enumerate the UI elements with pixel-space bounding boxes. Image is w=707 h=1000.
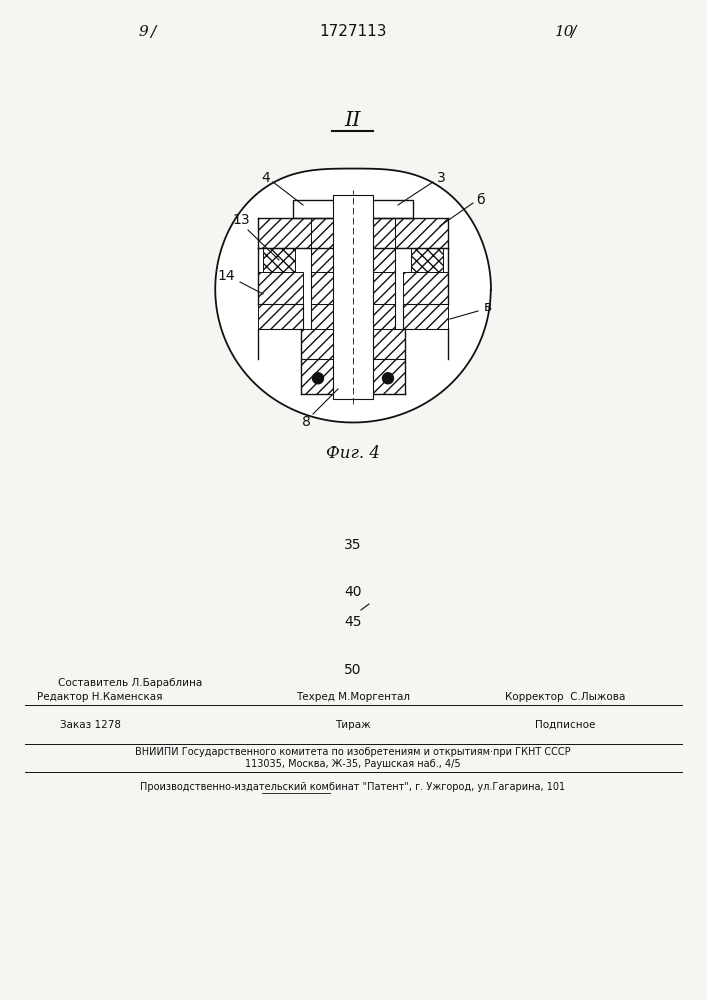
- Bar: [411, 248, 443, 272]
- Bar: [311, 218, 395, 248]
- Bar: [403, 272, 448, 304]
- Bar: [373, 359, 405, 394]
- Bar: [311, 304, 333, 329]
- Bar: [403, 304, 448, 329]
- Text: Техред М.Моргентал: Техред М.Моргентал: [296, 692, 410, 702]
- Text: 35: 35: [344, 538, 362, 552]
- Bar: [311, 248, 333, 272]
- Text: Производственно-издательский комбинат "Патент", г. Ужгород, ул.Гагарина, 101: Производственно-издательский комбинат "П…: [141, 782, 566, 792]
- Bar: [293, 200, 413, 218]
- Bar: [373, 248, 395, 272]
- Circle shape: [312, 373, 324, 384]
- Bar: [301, 359, 333, 394]
- Bar: [258, 218, 311, 248]
- Text: Корректор  С.Лыжова: Корректор С.Лыжова: [505, 692, 625, 702]
- Text: Фиг. 4: Фиг. 4: [326, 446, 380, 462]
- Bar: [373, 304, 395, 329]
- Bar: [301, 329, 333, 359]
- Text: 50: 50: [344, 663, 362, 677]
- Text: Подписное: Подписное: [534, 720, 595, 730]
- Bar: [395, 218, 448, 248]
- Text: 10: 10: [555, 25, 575, 39]
- Text: 45: 45: [344, 615, 362, 629]
- Text: Редактор Н.Каменская: Редактор Н.Каменская: [37, 692, 163, 702]
- Text: б: б: [476, 193, 484, 207]
- Text: 13: 13: [232, 213, 250, 227]
- Bar: [333, 195, 373, 399]
- Text: ВНИИПИ Государственного комитета по изобретениям и открытиям·при ГКНТ СССР: ВНИИПИ Государственного комитета по изоб…: [135, 747, 571, 757]
- Bar: [311, 272, 333, 304]
- Text: /: /: [570, 24, 575, 39]
- Circle shape: [382, 373, 394, 384]
- Text: Заказ 1278: Заказ 1278: [59, 720, 120, 730]
- Polygon shape: [215, 169, 491, 422]
- Text: Составитель Л.Бараблина: Составитель Л.Бараблина: [58, 678, 202, 688]
- Text: Тираж: Тираж: [335, 720, 370, 730]
- Bar: [258, 272, 303, 304]
- Text: II: II: [345, 110, 361, 129]
- Text: 4: 4: [262, 171, 270, 185]
- Bar: [373, 329, 405, 359]
- Bar: [258, 304, 303, 329]
- Text: 9: 9: [139, 25, 148, 39]
- Text: 1727113: 1727113: [320, 24, 387, 39]
- Text: /: /: [150, 24, 155, 39]
- Bar: [263, 248, 295, 272]
- Text: 8: 8: [302, 415, 310, 429]
- Bar: [373, 272, 395, 304]
- Text: 3: 3: [437, 171, 445, 185]
- Text: 40: 40: [344, 585, 362, 599]
- Text: 113035, Москва, Ж-35, Раушская наб., 4/5: 113035, Москва, Ж-35, Раушская наб., 4/5: [245, 759, 461, 769]
- Text: в: в: [484, 300, 492, 314]
- Text: 14: 14: [217, 269, 235, 283]
